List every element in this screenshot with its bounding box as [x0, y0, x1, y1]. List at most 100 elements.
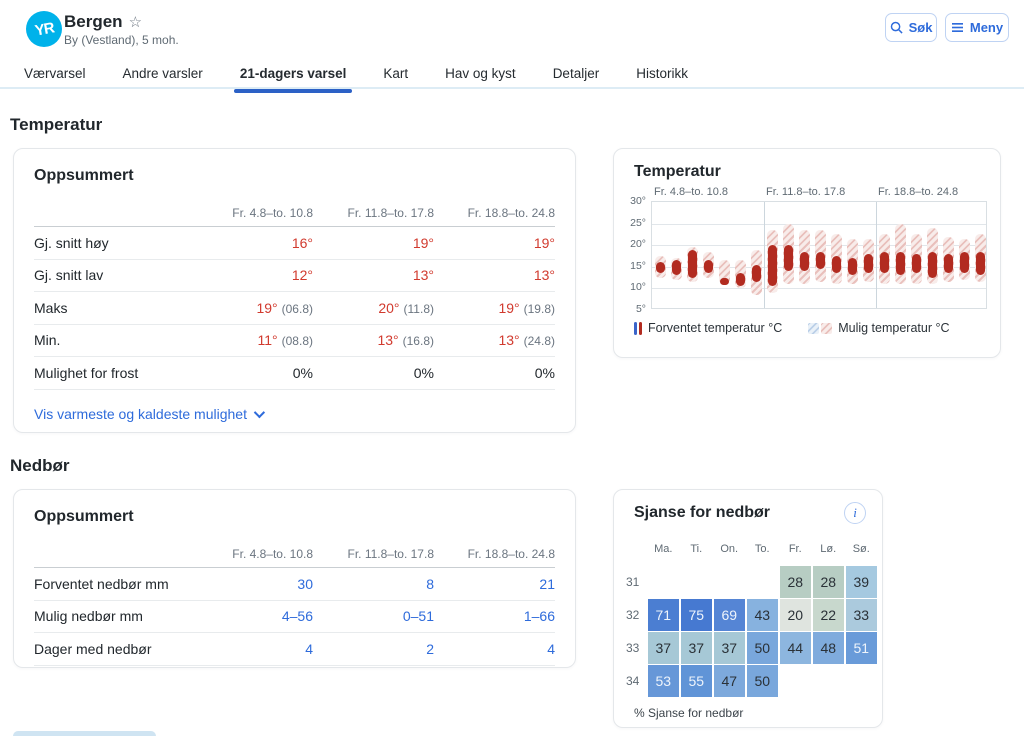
- table-cell: 4: [434, 641, 555, 657]
- temperature-summary-table: Fr. 4.8–to. 10.8 Fr. 11.8–to. 17.8 Fr. 18.…: [34, 199, 555, 390]
- week-range-label: Fr. 11.8–to. 17.8: [766, 186, 846, 198]
- expected-temp-bar: [799, 251, 809, 272]
- tab-historikk[interactable]: Historikk: [636, 66, 688, 81]
- y-axis-tick-label: 15°: [630, 259, 646, 272]
- day-header: Ma.: [654, 543, 673, 555]
- cell-value: 0%: [292, 364, 313, 381]
- expected-temp-bar: [687, 249, 697, 278]
- tab-andre-varsler[interactable]: Andre varsler: [122, 66, 203, 81]
- table-row: Maks 19° (06.8) 20° (11.8) 19° (19.8): [34, 292, 555, 325]
- chance-cell: 47: [713, 665, 745, 697]
- red-bar: [639, 321, 642, 335]
- row-label: Dager med nedbør: [34, 640, 152, 657]
- chance-cell: 37: [680, 632, 712, 664]
- chance-cell: 22: [812, 599, 844, 631]
- precipitation-section-heading: Nedbør: [10, 456, 70, 475]
- row-label: Mulig nedbør mm: [34, 608, 143, 625]
- table-cell: 16°: [192, 235, 313, 251]
- chance-cell: 53: [647, 665, 679, 697]
- column-header: Fr. 18.8–to. 24.8: [467, 546, 555, 561]
- chance-cell: 71: [647, 599, 679, 631]
- column-header: Fr. 4.8–to. 10.8: [232, 205, 313, 220]
- chance-cell: 28: [812, 566, 844, 598]
- table-cell: 20° (11.8): [313, 300, 434, 316]
- heatmap-week-row: 32 71 75 69 43 20 22 33: [626, 599, 877, 631]
- table-cell: 13°: [434, 267, 555, 283]
- legend-label: Forventet temperatur °C: [648, 321, 783, 335]
- search-icon: [890, 21, 903, 34]
- chance-cell: 37: [713, 632, 745, 664]
- show-warmest-coldest-link[interactable]: Vis varmeste og kaldeste mulighet: [34, 406, 266, 422]
- gridline: [652, 223, 986, 225]
- cell-value: 13°: [498, 332, 520, 349]
- precipitation-summary-card: Oppsummert Fr. 4.8–to. 10.8 Fr. 11.8–to. …: [13, 489, 576, 668]
- expected-temp-bar: [911, 253, 921, 274]
- cell-value: 4–56: [281, 608, 313, 625]
- expected-temp-bar: [671, 260, 681, 276]
- heatmap-week-row: 31 28 28 39: [626, 566, 877, 598]
- column-header: Fr. 11.8–to. 17.8: [347, 205, 434, 220]
- table-cell: 0%: [192, 365, 313, 381]
- chance-cell: 20: [779, 599, 811, 631]
- chance-cell: 51: [845, 632, 877, 664]
- expected-temp-bar: [719, 277, 729, 285]
- search-button[interactable]: Søk: [885, 13, 937, 42]
- chance-cell: 48: [812, 632, 844, 664]
- table-cell: 30: [192, 576, 313, 592]
- tab-bar: Værvarsel Andre varsler 21-dagers varsel Ka…: [0, 58, 1024, 93]
- table-row: Forventet nedbør mm 30 8 21: [34, 568, 555, 601]
- table-row: Gj. snitt lav 12° 13° 13°: [34, 260, 555, 292]
- chevron-down-icon: [253, 406, 266, 418]
- temperature-chart-card: Temperatur 30° 25° 20° 15° 10° 5° Fr. 4.8–to. …: [613, 148, 1001, 358]
- cell-value: 4: [305, 640, 313, 657]
- info-icon[interactable]: i: [844, 502, 866, 524]
- cell-note: (24.8): [523, 334, 555, 349]
- tab-21-dagers-varsel[interactable]: 21-dagers varsel: [233, 58, 353, 93]
- cell-value: 4: [547, 640, 555, 657]
- cell-value: 13°: [377, 332, 399, 349]
- table-cell: 4: [192, 641, 313, 657]
- table-cell: 1–66: [434, 608, 555, 624]
- table-cell: 13°: [313, 267, 434, 283]
- cell-note: (08.8): [281, 334, 313, 349]
- chance-cell: 44: [779, 632, 811, 664]
- table-cell: 0%: [434, 365, 555, 381]
- tab-kart[interactable]: Kart: [383, 66, 409, 81]
- cell-value: 16°: [291, 234, 313, 251]
- tab-v-rvarsel[interactable]: Værvarsel: [24, 66, 86, 81]
- day-header: Lø.: [820, 543, 837, 555]
- precipitation-chance-card: Sjanse for nedbør i Ma. Ti. On. To. Fr. Lø. Sø…: [613, 489, 883, 728]
- y-axis-tick-label: 20°: [630, 238, 646, 251]
- cell-value: 30: [297, 575, 313, 592]
- favorite-star-icon[interactable]: ☆: [128, 14, 143, 31]
- tab-hav-og-kyst[interactable]: Hav og kyst: [445, 66, 516, 81]
- cell-value: 0%: [534, 364, 555, 381]
- cell-value: 19°: [498, 299, 520, 316]
- expected-temp-bar: [895, 251, 905, 276]
- cell-value: 20°: [378, 299, 400, 316]
- tab-detaljer[interactable]: Detaljer: [552, 66, 600, 81]
- possible-legend-icon: [808, 322, 833, 334]
- y-axis-tick-label: 10°: [630, 281, 646, 294]
- heatmap-header-row: Ma. Ti. On. To. Fr. Lø. Sø.: [626, 538, 877, 560]
- expected-temp-bar: [815, 251, 825, 269]
- card-title: Temperatur: [634, 163, 721, 180]
- card-title: Oppsummert: [34, 508, 134, 525]
- cell-value: 12°: [291, 267, 313, 284]
- week-number: 33: [626, 640, 640, 655]
- card-title: Sjanse for nedbør: [634, 504, 771, 521]
- row-label: Min.: [34, 332, 61, 349]
- expected-temp-bar: [751, 264, 761, 282]
- column-header: Fr. 11.8–to. 17.8: [347, 546, 434, 561]
- cell-note: (06.8): [281, 301, 313, 316]
- blue-hatch-swatch: [808, 322, 820, 334]
- chart-axis-labels: 30° 25° 20° 15° 10° 5° Fr. 4.8–to. 10.8 Fr. 11.…: [614, 149, 1000, 357]
- chance-cell: 69: [713, 599, 745, 631]
- hamburger-icon: [951, 23, 963, 32]
- expected-temp-bar: [783, 245, 793, 272]
- expected-temp-bar: [863, 253, 873, 274]
- yr-logo[interactable]: YR: [26, 11, 62, 47]
- column-header: Fr. 4.8–to. 10.8: [232, 546, 313, 561]
- temperature-section-heading: Temperatur: [10, 115, 103, 134]
- menu-button[interactable]: Meny: [945, 13, 1009, 42]
